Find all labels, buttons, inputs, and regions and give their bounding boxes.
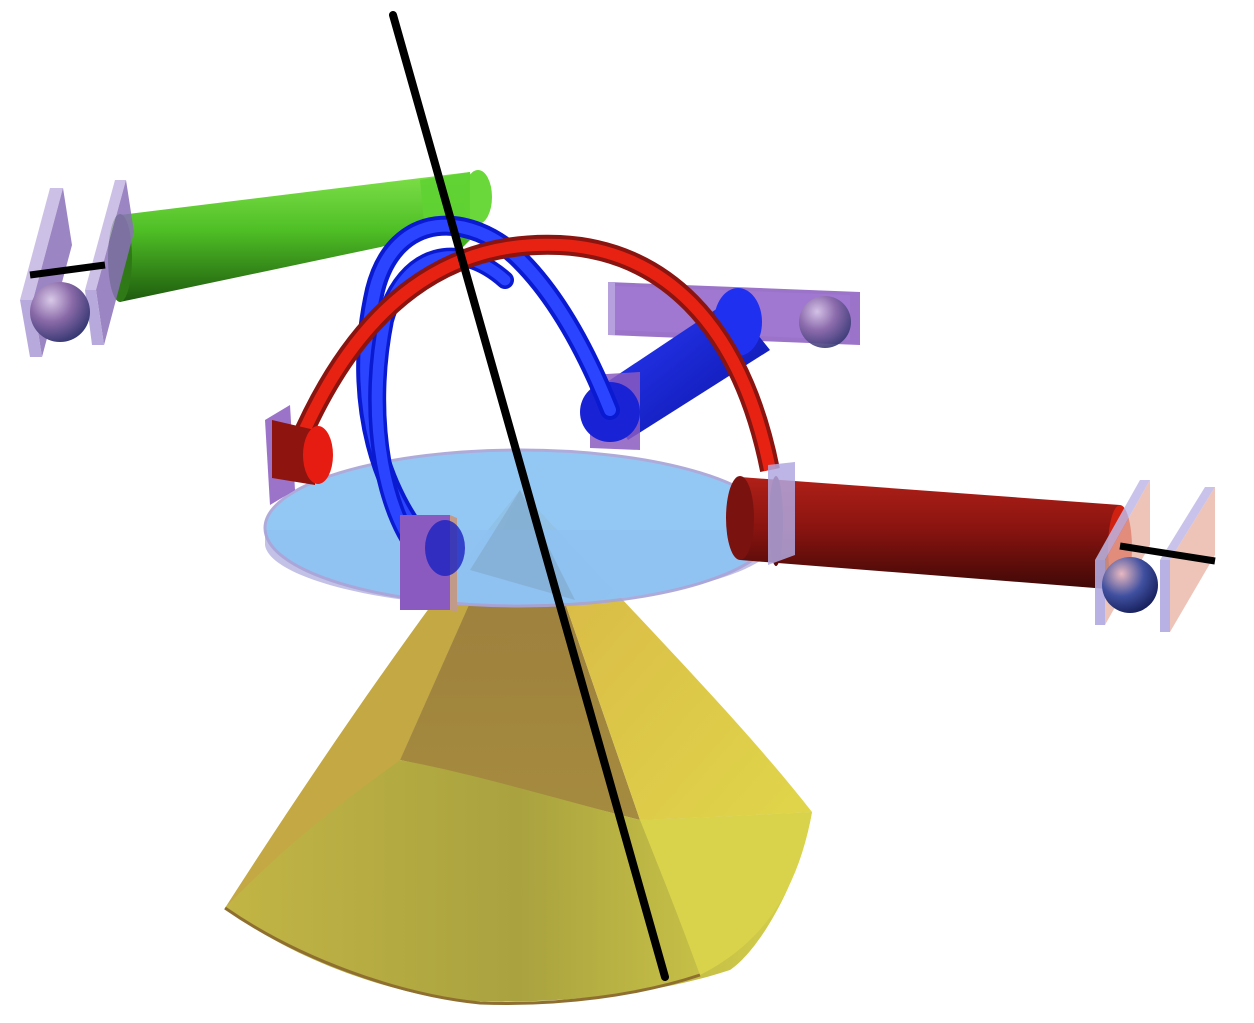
- red-arc: [288, 234, 780, 472]
- black-axis-rod: [389, 11, 669, 981]
- right-bracket: [1095, 480, 1216, 632]
- left-red-cap: [265, 405, 333, 505]
- front-bracket: [400, 515, 465, 612]
- disk-red-bracket: [768, 462, 795, 565]
- left-bracket: [20, 180, 134, 357]
- yellow-cone: [224, 490, 812, 1005]
